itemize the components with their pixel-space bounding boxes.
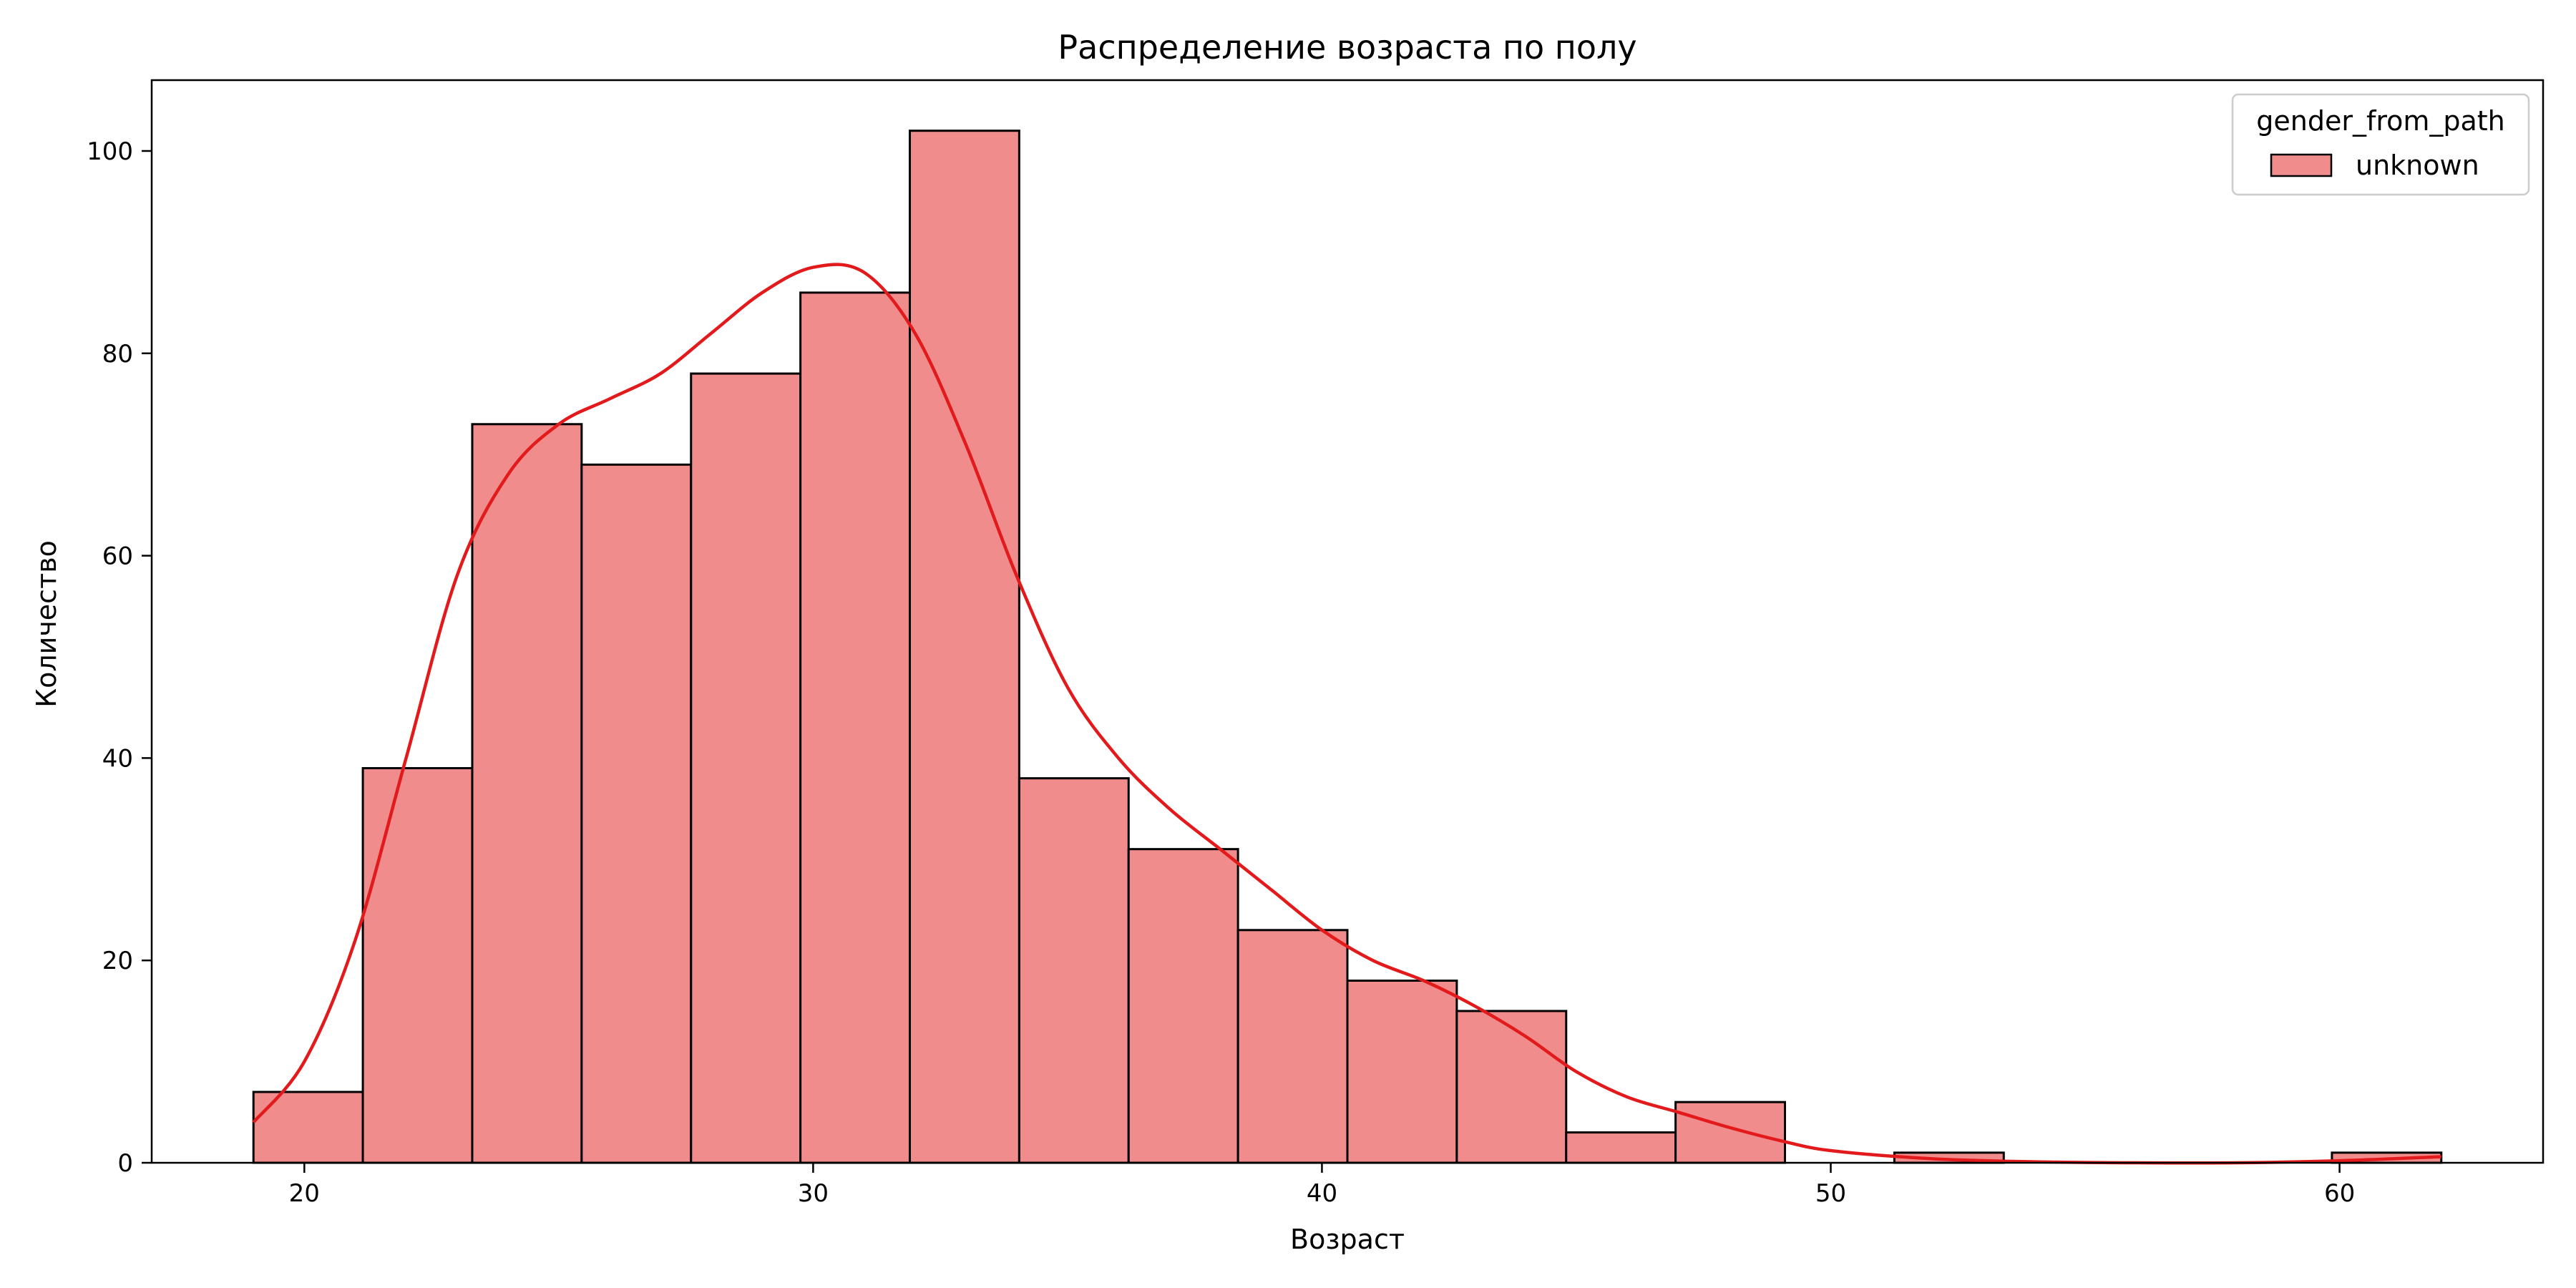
histogram-bar xyxy=(1127,848,1239,1164)
chart-title: Распределение возраста по полу xyxy=(1058,28,1636,67)
x-axis-label: Возраст xyxy=(1290,1224,1405,1255)
histogram-bar xyxy=(580,463,693,1164)
x-tick-label: 50 xyxy=(1815,1179,1846,1208)
kde-line xyxy=(252,263,2441,1165)
x-axis-ticks: 20 30 40 50 60 xyxy=(289,1163,2355,1208)
histogram-bar xyxy=(1236,929,1349,1164)
histogram-bar xyxy=(1455,1010,1568,1164)
legend: gender_from_path unknown xyxy=(2231,93,2530,196)
x-tick-label: 20 xyxy=(289,1179,320,1208)
y-tick-label: 40 xyxy=(102,744,133,773)
histogram-bar xyxy=(361,767,474,1164)
y-tick-label: 80 xyxy=(102,340,133,369)
histogram-bar xyxy=(1565,1131,1677,1164)
plot-frame xyxy=(150,79,2545,1164)
bars-group xyxy=(252,130,2443,1164)
legend-entry-label: unknown xyxy=(2356,150,2479,181)
legend-title: gender_from_path xyxy=(2256,105,2505,137)
x-tick-label: 60 xyxy=(2324,1179,2355,1208)
y-tick-label: 0 xyxy=(117,1149,133,1178)
histogram-bar xyxy=(1674,1101,1787,1164)
y-axis-label: Количество xyxy=(31,540,62,708)
y-tick-label: 100 xyxy=(87,137,133,166)
x-tick-label: 30 xyxy=(798,1179,829,1208)
histogram-bar xyxy=(1018,777,1130,1164)
histogram-bar xyxy=(908,130,1020,1164)
y-tick-label: 20 xyxy=(102,947,133,975)
legend-swatch xyxy=(2270,153,2333,177)
x-tick-label: 40 xyxy=(1307,1179,1337,1208)
histogram-bar xyxy=(799,291,911,1164)
histogram-bar xyxy=(1346,979,1458,1164)
y-tick-label: 60 xyxy=(102,542,133,571)
y-axis-ticks: 0 20 40 60 80 100 xyxy=(87,137,152,1178)
histogram-bar xyxy=(252,1091,364,1164)
histogram-bar xyxy=(471,423,583,1164)
histogram-bar xyxy=(690,372,802,1164)
